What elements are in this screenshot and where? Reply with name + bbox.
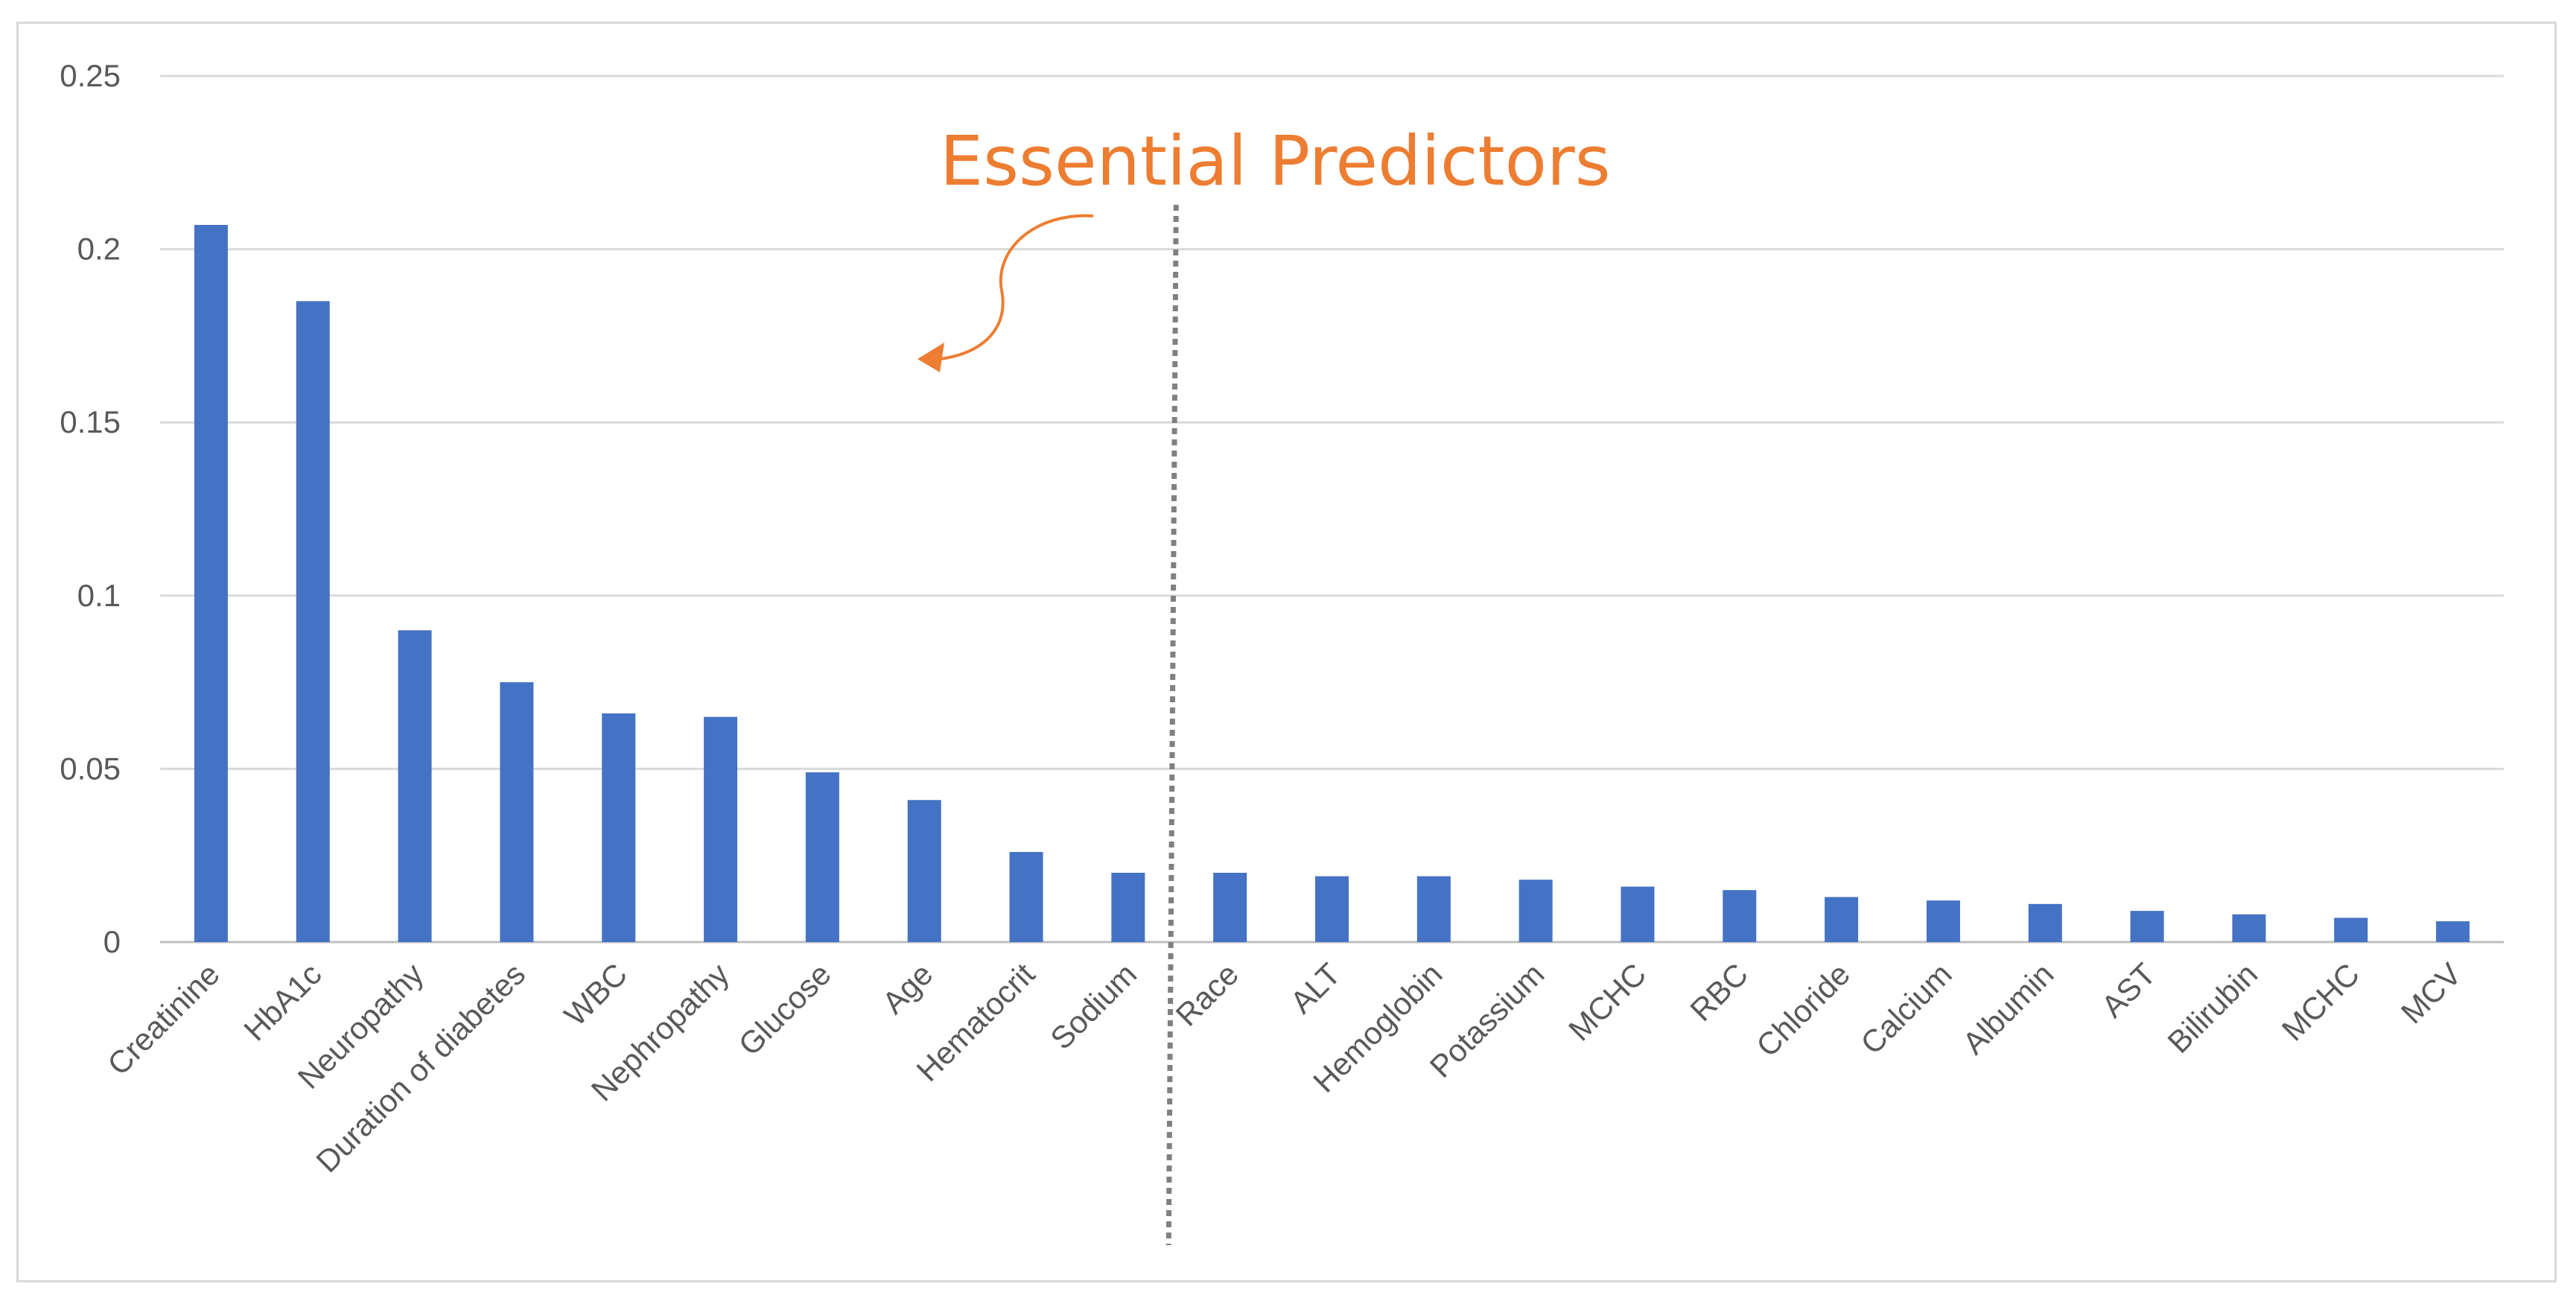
bar [907,800,941,942]
y-axis-tick-labels: 0 0.05 0.1 0.15 0.2 0.25 [60,58,121,959]
bar [2436,921,2470,942]
x-category-label: Age [875,956,939,1020]
bars [194,225,2470,942]
divider-line [1165,204,1179,1246]
y-tick-label: 0 [104,924,121,959]
x-category-label: Glucose [732,956,838,1062]
bar [2334,917,2368,942]
bar [2130,911,2164,942]
x-category-label: WBC [558,956,635,1033]
bar [1213,872,1247,942]
bar [2028,903,2062,942]
bar [1315,876,1349,942]
x-category-label: ALT [1283,956,1347,1020]
x-category-label: Race [1168,956,1245,1033]
x-category-label: MCHC [2275,956,2366,1047]
x-category-label: MCHC [1562,956,1653,1047]
bar [296,301,330,942]
annotation-text: Essential Predictors [940,121,1611,201]
bar [805,772,839,942]
chart-frame [16,22,2557,1282]
x-category-label: Calcium [1854,956,1959,1061]
x-category-label: MCV [2394,956,2468,1030]
bar [602,713,636,942]
y-tick-label: 0.1 [77,578,121,613]
x-category-label: Creatinine [101,956,226,1082]
bar [704,716,738,942]
bar [1926,900,1960,942]
y-tick-label: 0.25 [60,58,121,93]
x-category-label: RBC [1683,956,1755,1028]
bar [1621,886,1655,942]
bar [1416,876,1451,942]
bar [500,682,534,942]
y-tick-label: 0.05 [60,751,121,786]
x-category-label: HbA1c [237,956,328,1047]
x-category-label: Bilirubin [2160,956,2264,1060]
bar [194,225,228,942]
bar [1111,872,1145,942]
x-category-label: Albumin [1956,956,2061,1061]
annotation-arrowhead [917,343,944,372]
x-category-label: Chloride [1749,956,1857,1063]
x-category-label: AST [2094,956,2162,1024]
bar [398,630,432,942]
y-tick-label: 0.2 [77,232,121,267]
annotation-arrow [939,214,1094,360]
x-category-label: Sodium [1043,956,1143,1056]
bar [1825,897,1859,942]
bar [2232,914,2266,942]
annotation: Essential Predictors [917,121,1611,1246]
bar [1518,880,1553,942]
y-tick-label: 0.15 [60,404,121,439]
bar [1009,852,1043,942]
bar [1723,890,1757,942]
gridlines [160,74,2504,944]
